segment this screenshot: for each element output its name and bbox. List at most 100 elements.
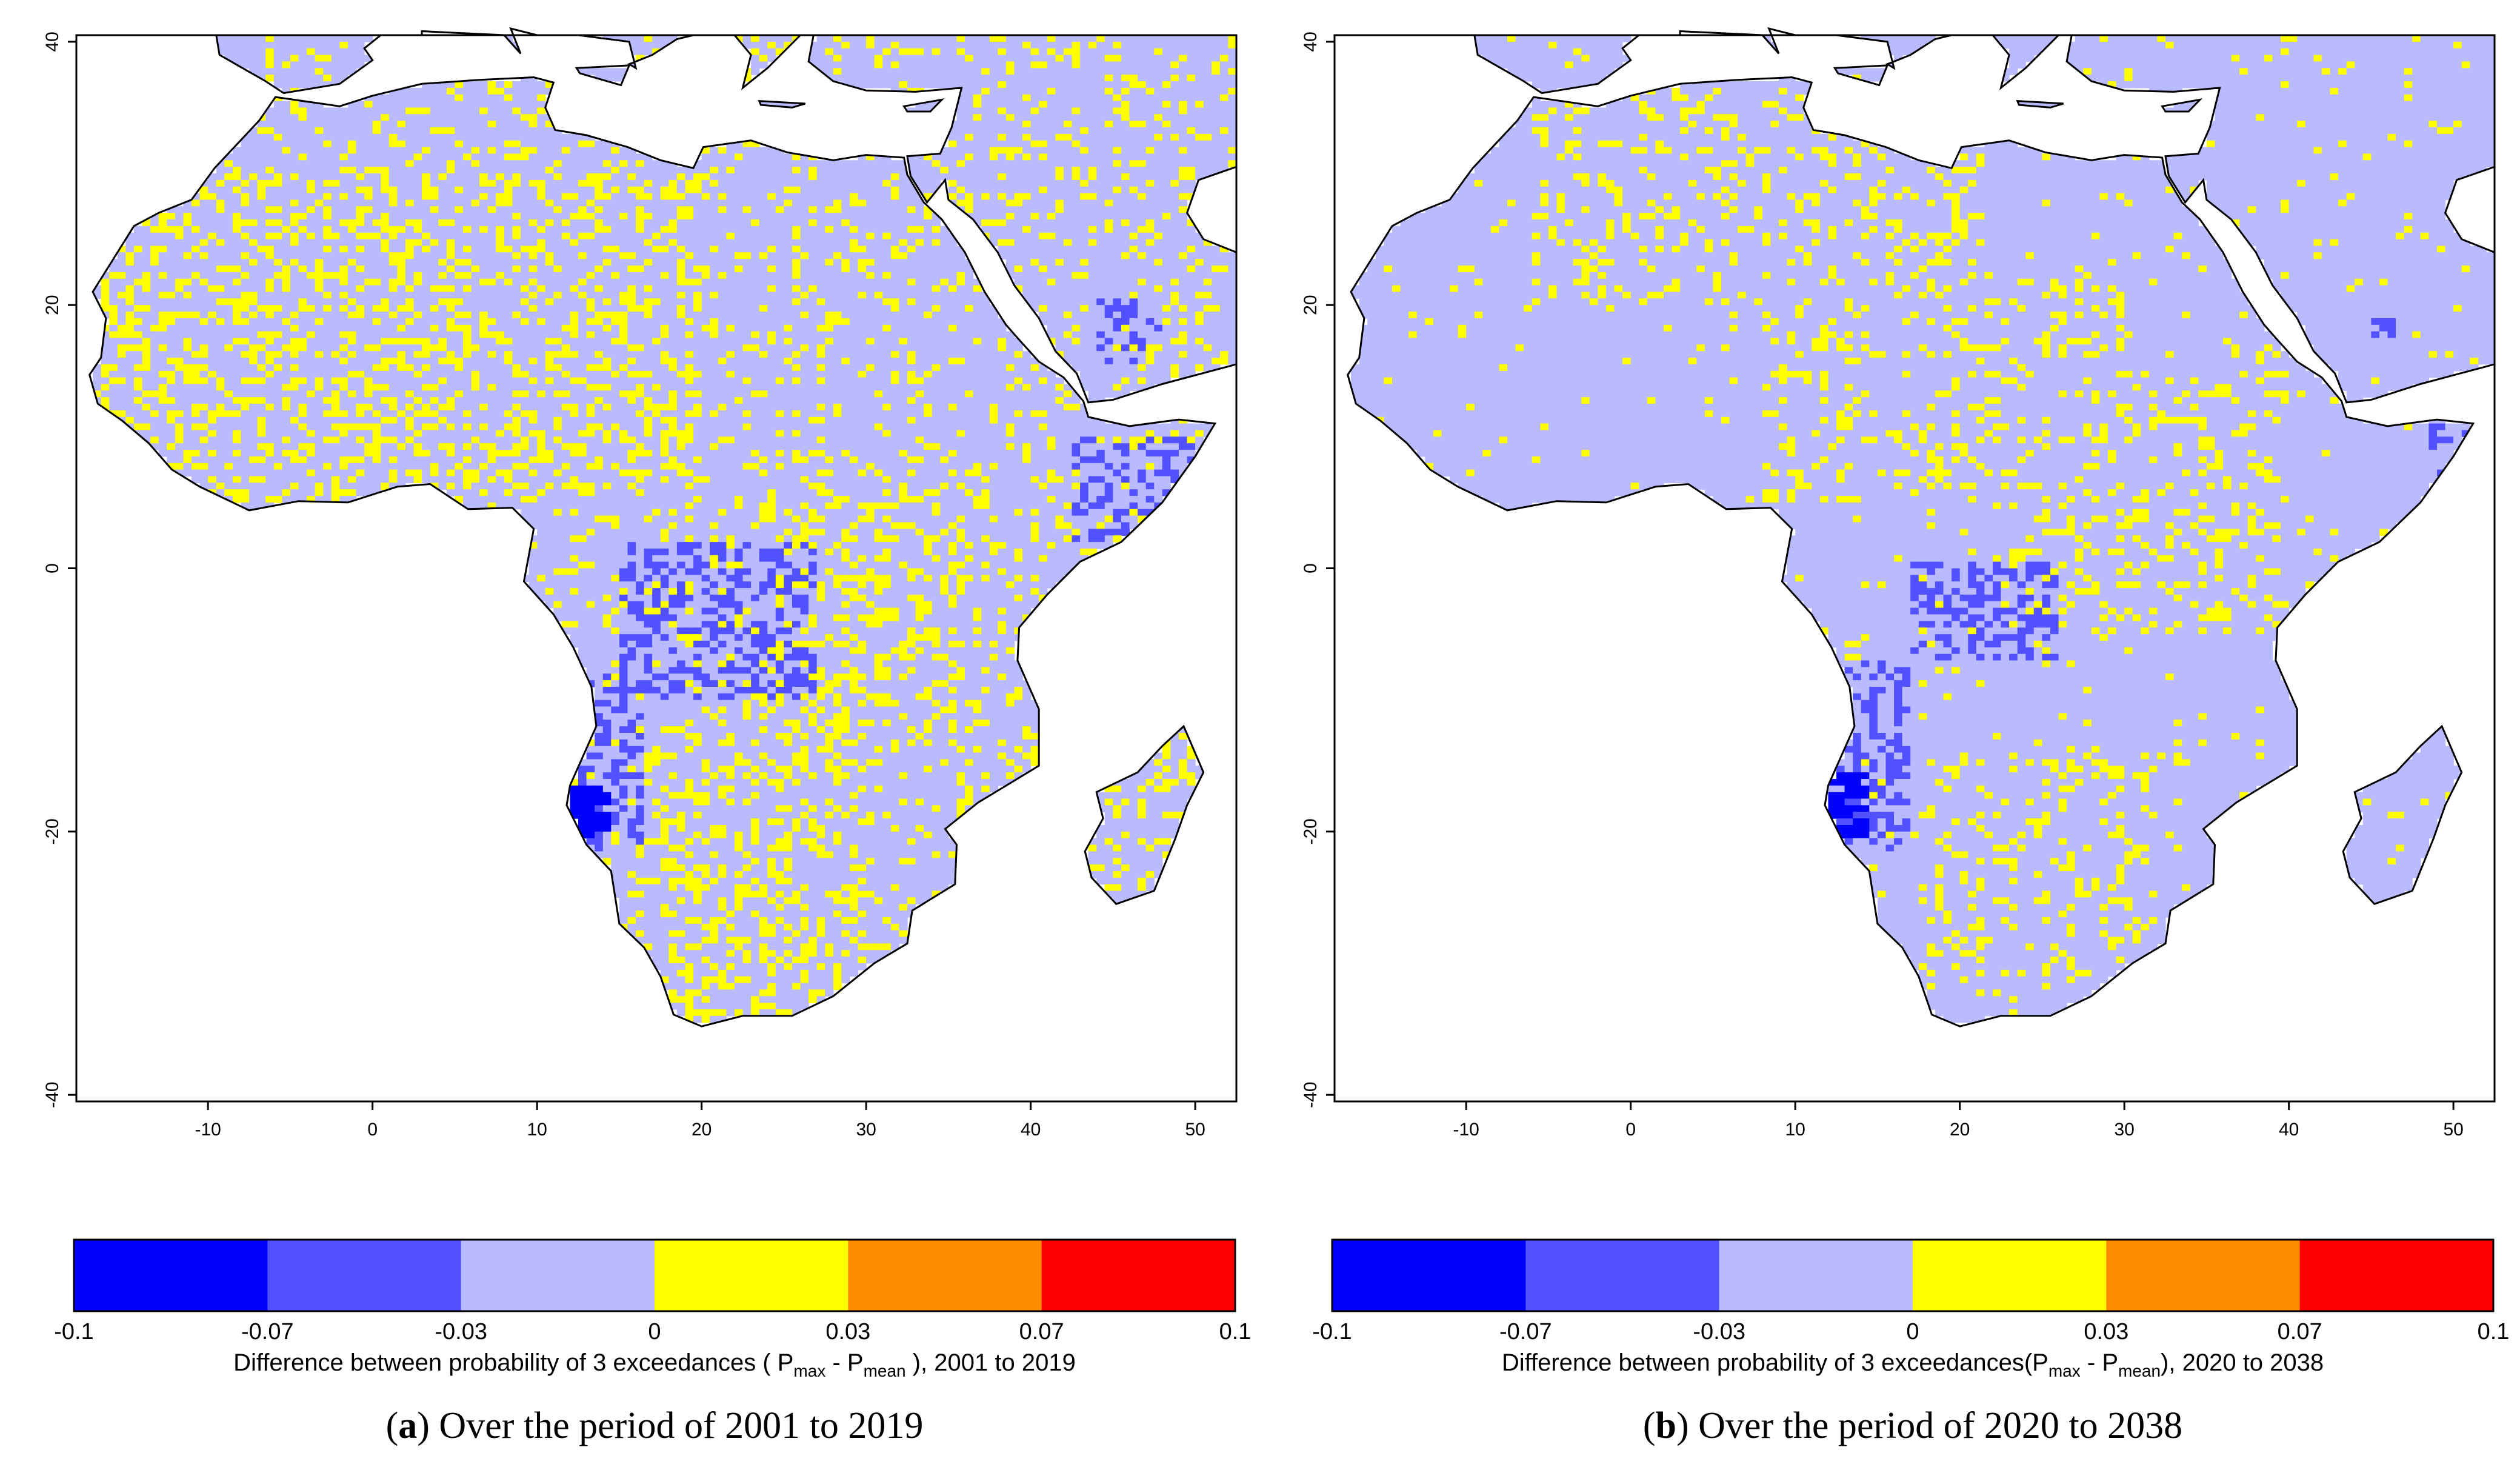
heatmap-cell — [438, 193, 447, 201]
heatmap-cell — [1104, 219, 1113, 227]
heatmap-cell — [570, 226, 579, 233]
heatmap-cell — [545, 259, 554, 266]
heatmap-cell — [521, 298, 530, 306]
heatmap-cell — [611, 292, 620, 299]
heatmap-cell — [1113, 173, 1122, 181]
heatmap-cell — [1039, 94, 1048, 102]
heatmap-cell — [586, 318, 595, 326]
heatmap-cell — [595, 292, 604, 299]
heatmap-cell — [973, 61, 982, 68]
heatmap-cell — [323, 252, 332, 259]
heatmap-cell — [735, 266, 744, 273]
heatmap-cell — [636, 259, 645, 266]
heatmap-cell — [372, 107, 381, 115]
heatmap-cell — [282, 153, 291, 161]
heatmap-cell — [364, 206, 373, 213]
heatmap-cell — [438, 140, 447, 148]
heatmap-cell — [397, 232, 406, 240]
heatmap-cell — [339, 239, 348, 247]
heatmap-cell — [742, 278, 752, 286]
heatmap-cell — [1072, 87, 1081, 95]
heatmap-cell — [973, 292, 982, 299]
heatmap-cell — [973, 94, 982, 102]
heatmap-cell — [611, 246, 620, 253]
heatmap-cell — [265, 114, 275, 121]
heatmap-cell — [528, 318, 538, 326]
heatmap-cell — [611, 305, 620, 312]
heatmap-cell — [1228, 55, 1237, 62]
heatmap-cell — [364, 140, 373, 148]
heatmap-cell — [1138, 246, 1147, 253]
heatmap-cell — [1212, 259, 1221, 266]
heatmap-cell — [1096, 246, 1105, 253]
heatmap-cell — [676, 252, 686, 259]
heatmap-cell — [973, 140, 982, 148]
heatmap-cell — [315, 147, 324, 155]
heatmap-cell — [1088, 107, 1097, 115]
heatmap-cell — [570, 147, 579, 155]
heatmap-cell — [759, 239, 768, 247]
heatmap-cell — [1170, 305, 1179, 312]
heatmap-cell — [767, 41, 776, 49]
heatmap-cell — [331, 272, 340, 279]
heatmap-cell — [874, 298, 883, 306]
heatmap-cell — [504, 312, 513, 319]
heatmap-cell — [249, 153, 258, 161]
heatmap-cell — [636, 41, 645, 49]
heatmap-cell — [528, 147, 538, 155]
heatmap-cell — [430, 127, 439, 135]
heatmap-cell — [208, 179, 217, 187]
heatmap-cell — [578, 259, 587, 266]
heatmap-cell — [1072, 107, 1081, 115]
heatmap-cell — [1170, 331, 1179, 339]
heatmap-cell — [751, 239, 760, 247]
heatmap-cell — [1187, 147, 1196, 155]
heatmap-cell — [265, 167, 275, 174]
heatmap-cell — [405, 305, 415, 312]
heatmap-cell — [1129, 107, 1138, 115]
heatmap-cell — [208, 232, 217, 240]
heatmap-cell — [528, 338, 538, 345]
heatmap-cell — [1228, 48, 1237, 56]
heatmap-cell — [735, 252, 744, 259]
heatmap-cell — [487, 167, 496, 174]
heatmap-cell — [932, 312, 941, 319]
heatmap-cell — [1096, 41, 1105, 49]
heatmap-cell — [1219, 298, 1229, 306]
heatmap-cell — [792, 199, 801, 207]
heatmap-cell — [315, 246, 324, 253]
heatmap-cell — [751, 68, 760, 75]
heatmap-cell — [446, 87, 456, 95]
heatmap-cell — [578, 147, 587, 155]
heatmap-cell — [381, 298, 390, 306]
heatmap-cell — [1055, 239, 1064, 247]
heatmap-cell — [471, 186, 480, 194]
heatmap-cell — [956, 68, 965, 75]
heatmap-cell — [890, 252, 900, 259]
heatmap-cell — [965, 285, 974, 293]
heatmap-cell — [1063, 292, 1073, 299]
heatmap-cell — [924, 272, 933, 279]
heatmap-cell — [924, 160, 933, 167]
heatmap-cell — [405, 94, 415, 102]
heatmap-cell — [430, 160, 439, 167]
heatmap-cell — [487, 127, 496, 135]
heatmap-cell — [339, 259, 348, 266]
heatmap-cell — [471, 338, 480, 345]
heatmap-cell — [307, 121, 316, 128]
heatmap-cell — [1203, 81, 1212, 89]
heatmap-cell — [956, 140, 965, 148]
heatmap-cell — [348, 338, 357, 345]
heatmap-cell — [742, 140, 752, 148]
heatmap-cell — [989, 55, 998, 62]
heatmap-cell — [109, 285, 118, 293]
heatmap-cell — [932, 35, 941, 42]
heatmap-cell — [199, 331, 208, 339]
heatmap-cell — [751, 219, 760, 227]
heatmap-cell — [1138, 266, 1147, 273]
heatmap-cell — [570, 298, 579, 306]
heatmap-cell — [890, 278, 900, 286]
heatmap-cell — [816, 179, 825, 187]
heatmap-cell — [422, 153, 431, 161]
heatmap-cell — [1055, 199, 1064, 207]
